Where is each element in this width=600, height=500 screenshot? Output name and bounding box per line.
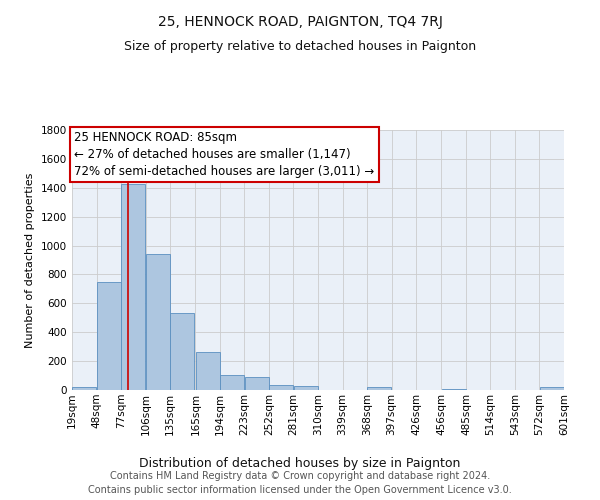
Bar [442, 388, 466, 390]
Bar [97, 282, 121, 390]
Bar [220, 375, 244, 390]
Y-axis label: Number of detached properties: Number of detached properties [25, 172, 35, 348]
Text: Size of property relative to detached houses in Paignton: Size of property relative to detached ho… [124, 40, 476, 53]
Bar [367, 388, 391, 390]
Bar [539, 388, 564, 390]
Text: Contains HM Land Registry data © Crown copyright and database right 2024.
Contai: Contains HM Land Registry data © Crown c… [88, 471, 512, 495]
Text: Distribution of detached houses by size in Paignton: Distribution of detached houses by size … [139, 458, 461, 470]
Text: 25, HENNOCK ROAD, PAIGNTON, TQ4 7RJ: 25, HENNOCK ROAD, PAIGNTON, TQ4 7RJ [158, 15, 442, 29]
Bar [293, 386, 318, 390]
Bar [269, 384, 293, 390]
Bar [170, 314, 194, 390]
Text: 25 HENNOCK ROAD: 85sqm
← 27% of detached houses are smaller (1,147)
72% of semi-: 25 HENNOCK ROAD: 85sqm ← 27% of detached… [74, 132, 375, 178]
Bar [196, 352, 220, 390]
Bar [146, 254, 170, 390]
Bar [121, 184, 145, 390]
Bar [245, 376, 269, 390]
Bar [72, 387, 97, 390]
